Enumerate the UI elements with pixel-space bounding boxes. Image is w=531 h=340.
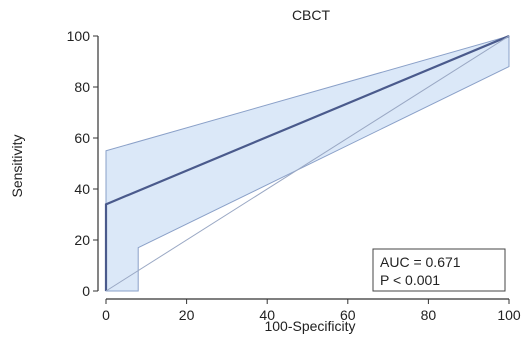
y-tick-label: 40 <box>74 181 90 197</box>
x-tick-label: 40 <box>259 307 275 323</box>
x-tick-label: 20 <box>179 307 195 323</box>
y-axis-title: Sensitivity <box>9 134 25 197</box>
annotation-frame <box>372 248 506 292</box>
x-tick-label: 60 <box>340 307 356 323</box>
x-tick-label: 100 <box>497 307 521 323</box>
x-axis-ticks: 0 20 40 60 80 100 <box>102 299 521 323</box>
auc-label: AUC = 0.671 <box>380 254 461 270</box>
x-axis-title: 100-Specificity <box>264 318 355 334</box>
p-value-label: P < 0.001 <box>380 272 440 288</box>
y-tick-label: 20 <box>74 232 90 248</box>
y-axis-ticks: 0 20 40 60 80 100 <box>67 28 98 299</box>
y-tick-label: 80 <box>74 79 90 95</box>
x-tick-label: 80 <box>421 307 437 323</box>
auc-annotation-box: AUC = 0.671 P < 0.001 <box>372 248 506 292</box>
y-tick-label: 0 <box>82 283 90 299</box>
y-tick-label: 100 <box>67 28 91 44</box>
x-tick-label: 0 <box>102 307 110 323</box>
plot-area <box>104 34 510 292</box>
reference-diagonal-line <box>105 35 510 292</box>
y-tick-label: 60 <box>74 130 90 146</box>
roc-curve-line <box>104 34 510 291</box>
chart-title: CBCT <box>292 7 331 23</box>
